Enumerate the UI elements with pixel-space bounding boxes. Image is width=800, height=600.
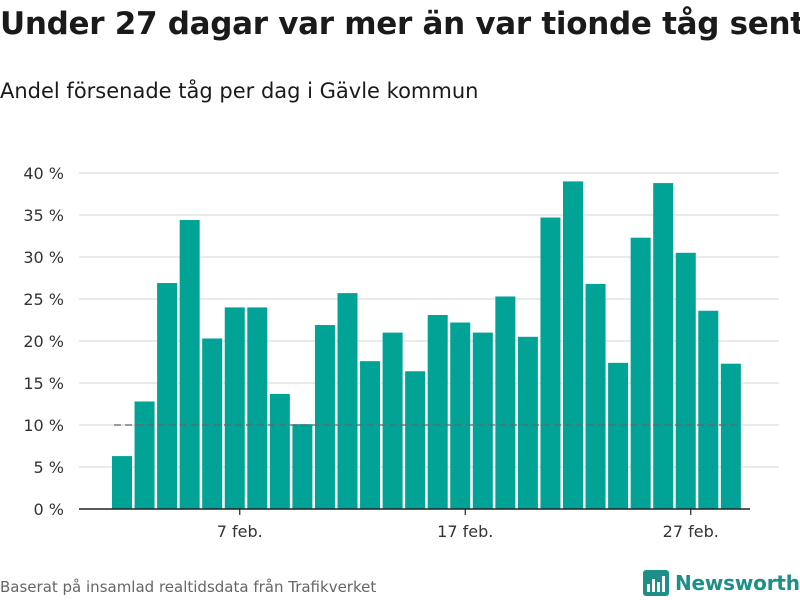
bar — [337, 293, 358, 509]
y-tick-label: 20 % — [23, 332, 64, 351]
source-note: Baserat på insamlad realtidsdata från Tr… — [0, 578, 377, 596]
y-tick-label: 10 % — [23, 416, 64, 435]
bar — [360, 361, 381, 509]
newsworthy-logo-icon — [643, 570, 669, 596]
brand-name: Newsworthy — [675, 571, 800, 595]
brand-logo: Newsworthy — [643, 570, 800, 596]
chart-subtitle: Andel försenade tåg per dag i Gävle komm… — [0, 79, 479, 103]
y-tick-label: 15 % — [23, 374, 64, 393]
bar — [405, 371, 426, 509]
bar — [382, 332, 403, 509]
x-tick-label: 17 feb. — [437, 522, 493, 541]
y-tick-label: 35 % — [23, 206, 64, 225]
bar — [157, 283, 178, 509]
bar — [563, 181, 583, 509]
bar — [472, 332, 493, 509]
bar — [292, 424, 313, 509]
bar — [653, 183, 674, 509]
bar — [247, 307, 268, 509]
bar — [495, 296, 516, 509]
chart-title: Under 27 dagar var mer än var tionde tåg… — [0, 6, 800, 42]
x-tick-label: 7 feb. — [217, 522, 263, 541]
bar — [698, 310, 719, 509]
bar — [269, 393, 290, 509]
y-tick-label: 25 % — [23, 290, 64, 309]
bar — [450, 322, 471, 509]
bar — [608, 362, 629, 509]
bar — [517, 336, 538, 509]
bar — [224, 307, 245, 509]
bar — [585, 283, 606, 509]
y-tick-label: 5 % — [34, 458, 64, 477]
x-tick-label: 27 feb. — [663, 522, 719, 541]
bar — [720, 363, 741, 509]
bar — [134, 401, 155, 509]
bar — [179, 220, 200, 510]
bar — [314, 325, 335, 509]
bar — [112, 456, 132, 509]
y-tick-label: 40 % — [23, 164, 64, 183]
bar — [675, 252, 696, 510]
bar — [630, 237, 651, 509]
y-tick-label: 30 % — [23, 248, 64, 267]
y-tick-label: 0 % — [34, 500, 64, 519]
bar — [202, 338, 223, 509]
bar — [540, 217, 561, 509]
bar — [427, 314, 448, 509]
